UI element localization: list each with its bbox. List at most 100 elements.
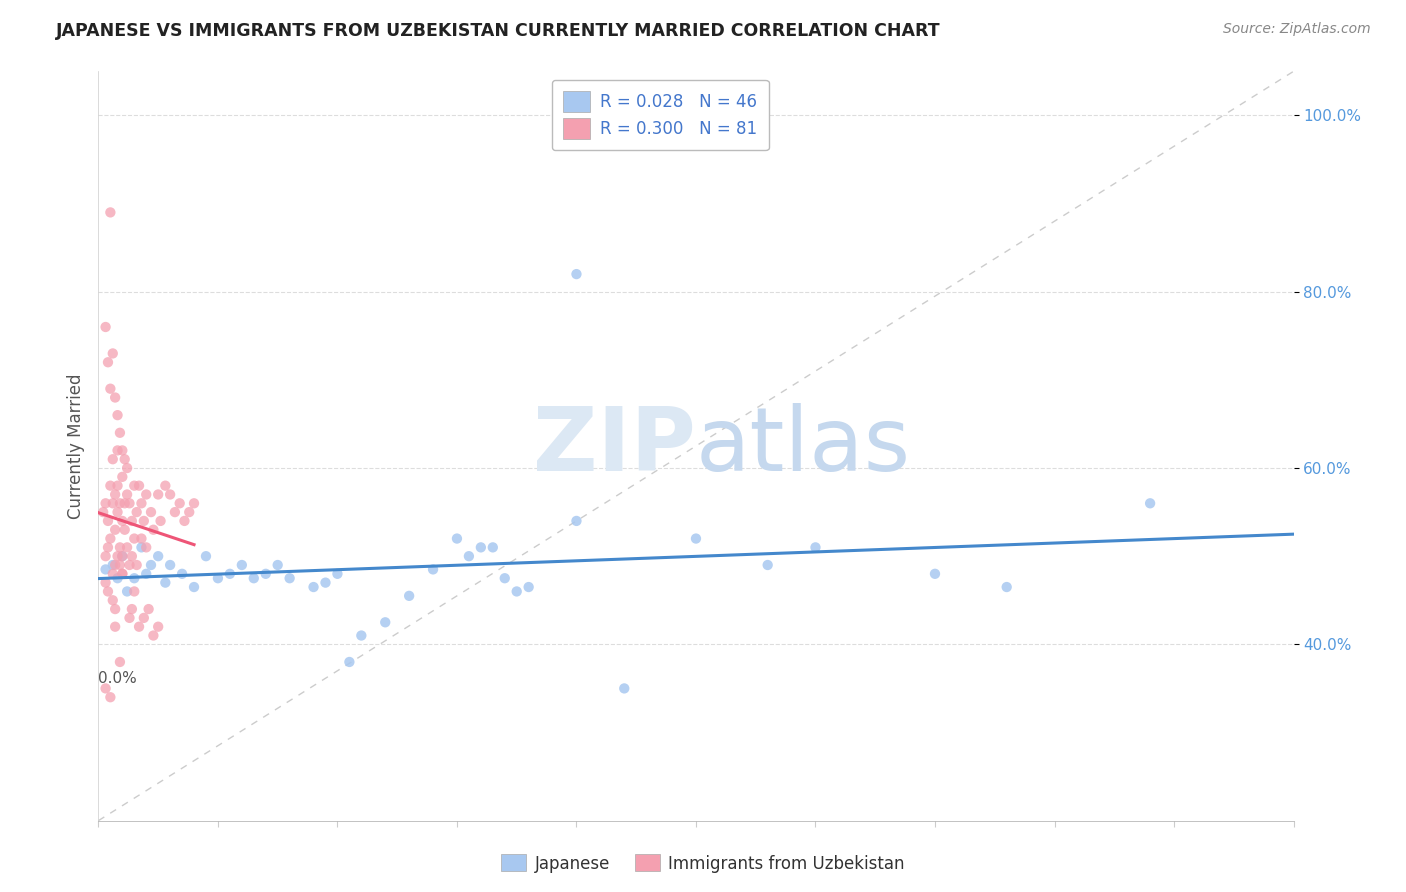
Point <box>121 514 143 528</box>
Point <box>142 523 165 537</box>
Point <box>125 558 148 572</box>
Point <box>108 496 131 510</box>
Point <box>219 566 242 581</box>
Point <box>685 532 707 546</box>
Point <box>398 589 420 603</box>
Point <box>107 549 129 564</box>
Point <box>108 558 131 572</box>
Point <box>94 320 117 334</box>
Point <box>107 478 129 492</box>
Point <box>374 615 396 630</box>
Point <box>458 549 481 564</box>
Point <box>104 391 127 405</box>
Point <box>115 584 138 599</box>
Point <box>138 602 160 616</box>
Point <box>155 478 177 492</box>
Point <box>101 346 124 360</box>
Legend: R = 0.028   N = 46, R = 0.300   N = 81: R = 0.028 N = 46, R = 0.300 N = 81 <box>551 79 769 151</box>
Point <box>111 566 134 581</box>
Point <box>107 408 129 422</box>
Text: JAPANESE VS IMMIGRANTS FROM UZBEKISTAN CURRENTLY MARRIED CORRELATION CHART: JAPANESE VS IMMIGRANTS FROM UZBEKISTAN C… <box>56 22 941 40</box>
Point <box>135 566 157 581</box>
Point <box>148 549 170 564</box>
Point <box>422 562 444 576</box>
Point <box>101 558 124 572</box>
Point <box>108 541 131 555</box>
Point <box>124 532 146 546</box>
Point <box>94 681 117 696</box>
Point <box>98 205 122 219</box>
Point <box>114 496 136 510</box>
Point <box>339 655 361 669</box>
Point <box>756 558 779 572</box>
Point <box>101 593 124 607</box>
Point <box>254 566 277 581</box>
Point <box>148 620 170 634</box>
Point <box>172 566 194 581</box>
Point <box>183 496 205 510</box>
Point <box>494 571 516 585</box>
Point <box>107 505 129 519</box>
Point <box>98 382 122 396</box>
Point <box>243 571 266 585</box>
Point <box>302 580 325 594</box>
Point <box>565 514 588 528</box>
Point <box>135 541 157 555</box>
Legend: Japanese, Immigrants from Uzbekistan: Japanese, Immigrants from Uzbekistan <box>495 847 911 880</box>
Point <box>159 558 181 572</box>
Point <box>111 549 134 564</box>
Point <box>107 571 129 585</box>
Point <box>278 571 301 585</box>
Point <box>446 532 468 546</box>
Point <box>131 496 153 510</box>
Point <box>195 549 218 564</box>
Point <box>111 549 134 564</box>
Point <box>107 443 129 458</box>
Point <box>118 611 141 625</box>
Point <box>125 505 148 519</box>
Point <box>135 487 157 501</box>
Point <box>104 558 127 572</box>
Point <box>108 425 131 440</box>
Text: Source: ZipAtlas.com: Source: ZipAtlas.com <box>1223 22 1371 37</box>
Point <box>131 532 153 546</box>
Point <box>97 541 120 555</box>
Point <box>124 571 146 585</box>
Point <box>91 505 114 519</box>
Point <box>613 681 636 696</box>
Point <box>104 523 127 537</box>
Point <box>924 566 946 581</box>
Point <box>98 690 122 705</box>
Point <box>139 505 162 519</box>
Point <box>104 602 127 616</box>
Point <box>506 584 529 599</box>
Point <box>118 496 141 510</box>
Point <box>183 580 205 594</box>
Point <box>94 496 117 510</box>
Point <box>470 541 492 555</box>
Point <box>111 443 134 458</box>
Point <box>121 549 143 564</box>
Point <box>111 514 134 528</box>
Point <box>131 541 153 555</box>
Point <box>517 580 540 594</box>
Point <box>159 487 181 501</box>
Point <box>94 562 117 576</box>
Text: atlas: atlas <box>696 402 911 490</box>
Point <box>149 514 172 528</box>
Point <box>139 558 162 572</box>
Point <box>101 566 124 581</box>
Point <box>104 487 127 501</box>
Point <box>124 584 146 599</box>
Point <box>104 620 127 634</box>
Point <box>995 580 1018 594</box>
Text: ZIP: ZIP <box>533 402 696 490</box>
Point <box>1139 496 1161 510</box>
Point <box>118 558 141 572</box>
Point <box>179 505 201 519</box>
Point <box>108 655 131 669</box>
Point <box>148 487 170 501</box>
Point <box>94 549 117 564</box>
Point <box>142 628 165 642</box>
Point <box>128 478 150 492</box>
